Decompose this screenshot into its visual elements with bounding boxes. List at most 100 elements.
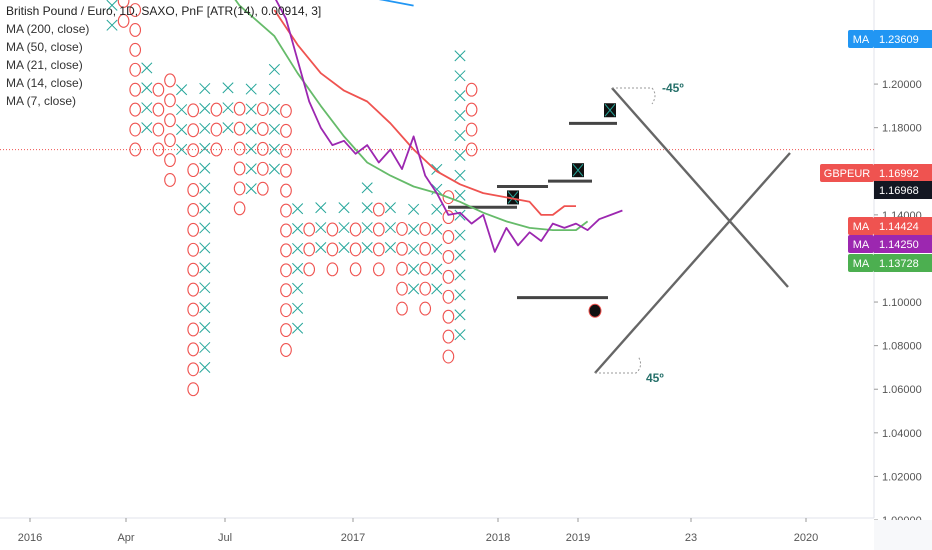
x-box: [361, 222, 373, 234]
x-box: [199, 202, 211, 214]
o-box: [442, 349, 455, 364]
legend-ma-21[interactable]: MA (21, close): [6, 58, 83, 72]
x-box: [268, 163, 280, 175]
y-tick-label: 1.08000: [882, 341, 922, 353]
time-axis[interactable]: 2016 Apr Jul 2017 2018 2019 23 2020: [18, 518, 932, 550]
o-box: [280, 243, 292, 258]
ma-line-3: [275, 0, 623, 253]
o-box: [164, 133, 176, 148]
o-box: [129, 122, 142, 137]
badge-value: 1.23609: [879, 34, 919, 46]
x-box: [454, 90, 466, 102]
y-tick-label: 1.18000: [882, 123, 922, 135]
badge-value-bg: [874, 30, 932, 48]
legend-ma-14[interactable]: MA (14, close): [6, 76, 83, 90]
x-box: [338, 202, 350, 214]
o-box: [187, 163, 200, 178]
o-box: [187, 262, 200, 277]
x-column: [431, 163, 443, 295]
angle-line-up: [594, 152, 791, 374]
moving-averages: [234, 0, 623, 253]
o-box: [396, 221, 408, 236]
o-box: [164, 113, 176, 128]
y-tick-label: 1.10000: [882, 297, 922, 309]
badge-value-bg: [874, 254, 932, 272]
x-box: [199, 182, 211, 194]
o-box: [187, 202, 200, 217]
x-box: [361, 241, 373, 254]
o-box: [280, 303, 292, 318]
angle-line-down: [611, 87, 789, 288]
x-tick-label: Apr: [117, 532, 134, 544]
o-column: [233, 101, 246, 216]
x-box: [315, 222, 327, 234]
x-box: [384, 202, 396, 214]
x-box: [431, 223, 443, 235]
x-box: [268, 123, 280, 135]
o-box: [372, 262, 385, 277]
o-box: [233, 181, 246, 196]
o-column: [187, 103, 200, 397]
x-box: [176, 104, 188, 116]
x-box: [199, 262, 211, 274]
x-box: [454, 309, 466, 321]
o-column: [372, 202, 385, 277]
o-box: [164, 153, 176, 168]
x-box: [199, 102, 211, 115]
o-box: [419, 221, 432, 236]
x-box: [222, 122, 234, 134]
o-column: [396, 221, 408, 316]
o-column: [117, 0, 130, 28]
legend-title[interactable]: British Pound / Euro, 1D, SAXO, PnF [ATR…: [6, 4, 322, 18]
legend-ma-200[interactable]: MA (200, close): [6, 22, 90, 36]
x-box: [199, 282, 211, 294]
o-column: [256, 102, 269, 196]
x-column: [408, 203, 420, 295]
drawings: -45º 45º: [448, 81, 791, 385]
angle-arc-top: [612, 87, 656, 105]
o-box: [187, 342, 200, 357]
o-box: [280, 323, 292, 338]
x-box: [431, 283, 443, 295]
signal-box-x: [507, 191, 519, 204]
o-box: [187, 123, 200, 138]
legend-ma-7[interactable]: MA (7, close): [6, 94, 77, 108]
o-box: [419, 301, 432, 316]
o-box: [280, 163, 292, 178]
o-box: [396, 301, 408, 316]
o-box: [280, 343, 292, 357]
o-box: [372, 202, 385, 217]
chart-legend: British Pound / Euro, 1D, SAXO, PnF [ATR…: [6, 2, 321, 110]
x-box: [292, 262, 304, 274]
x-box: [106, 19, 118, 31]
o-box: [187, 103, 200, 118]
o-box: [210, 142, 223, 157]
x-column: [222, 82, 234, 134]
badge-value: 1.13728: [879, 258, 919, 270]
x-box: [245, 123, 257, 135]
o-box: [187, 183, 200, 197]
x-box: [408, 263, 420, 275]
x-box: [199, 242, 211, 254]
o-box: [442, 230, 455, 244]
o-box: [187, 242, 200, 257]
legend-ma-50[interactable]: MA (50, close): [6, 40, 83, 54]
badge-label-bg: [820, 164, 874, 182]
x-box: [141, 82, 153, 94]
x-box: [408, 203, 420, 215]
x-box: [384, 222, 396, 234]
x-box: [431, 203, 443, 215]
y-tick-label: 1.06000: [882, 384, 922, 396]
badge-value-bg: [874, 217, 932, 235]
x-column: [176, 84, 188, 156]
price-axis[interactable]: 1.000001.020001.040001.060001.080001.100…: [874, 35, 922, 527]
o-box: [303, 222, 316, 237]
x-box: [454, 129, 466, 142]
o-box: [187, 143, 200, 158]
x-box: [431, 263, 443, 275]
o-box: [280, 263, 292, 278]
o-box: [303, 262, 316, 277]
x-box: [176, 123, 188, 136]
